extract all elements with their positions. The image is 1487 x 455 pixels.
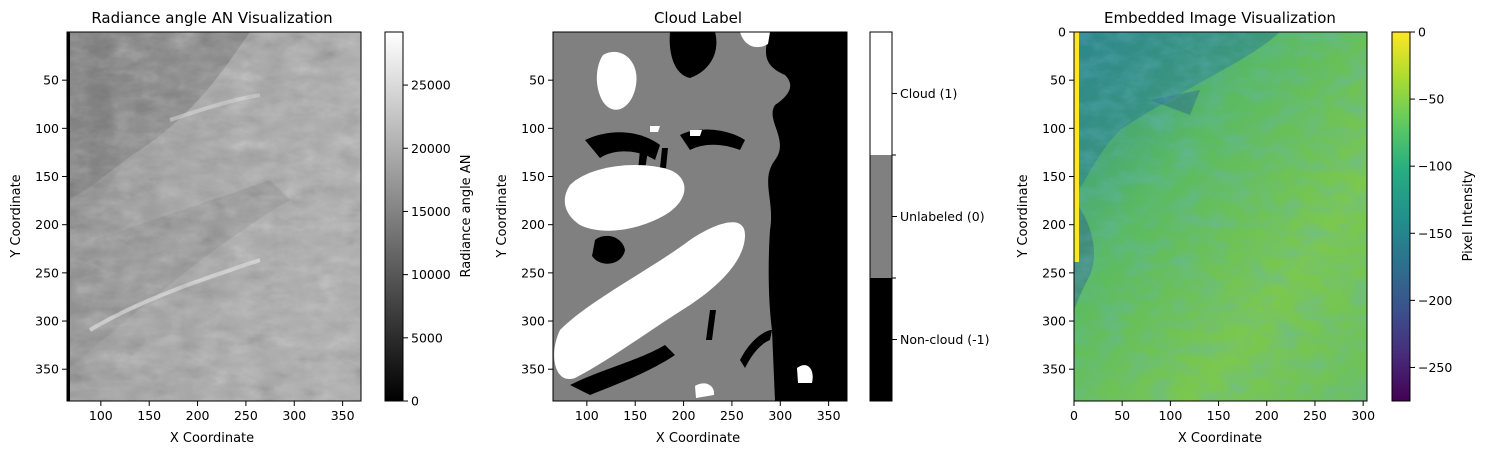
y-axis-label-radiance: Y Coordinate <box>9 174 24 258</box>
y-axis-label-embedded: Y Coordinate <box>1016 174 1031 258</box>
y-axis-label-cloud-label: Y Coordinate <box>495 174 510 258</box>
colorbar-label-embedded: Pixel Intensity <box>1461 170 1476 261</box>
colorbar-tick-label-radiance: 5000 <box>411 330 443 345</box>
chart-title-embedded: Embedded Image Visualization <box>1104 9 1336 27</box>
colorbar-tick-label-radiance: 10000 <box>411 267 451 282</box>
x-ticks-cloud-label: 100 150 200 250 300 350 <box>575 401 841 423</box>
chart-title-cloud-label: Cloud Label <box>654 9 742 27</box>
heatmap-image-radiance <box>67 32 361 401</box>
colorbar-tick-label-embedded: −200 <box>1418 293 1452 308</box>
y-tick-label-cloud-label: 300 <box>521 314 545 329</box>
colorbar-tick-label-radiance: 0 <box>411 394 419 409</box>
colorbar-segment <box>870 32 892 155</box>
x-tick-label-cloud-label: 350 <box>817 408 841 423</box>
x-ticks-radiance: 100 150 200 250 300 350 <box>89 401 355 423</box>
x-tick-label-cloud-label: 300 <box>768 408 792 423</box>
panel-embedded: 0 50 100 150 200 250 300 0 50 100 150 200 250 300 350… <box>1016 9 1476 446</box>
x-tick-label-embedded: 300 <box>1351 408 1375 423</box>
colorbar-tick-label-embedded: −250 <box>1418 360 1452 375</box>
colorbar-embedded: 0 −50 −100 −150 −200 −250 Pixel Intensity <box>1391 25 1476 402</box>
colorbar-tick-label-cloud-label: Unlabeled (0) <box>900 209 985 224</box>
x-tick-label-cloud-label: 200 <box>672 408 696 423</box>
x-tick-label-cloud-label: 250 <box>720 408 744 423</box>
colorbar-label-radiance: Radiance angle AN <box>459 155 474 278</box>
panel-radiance: 100 150 200 250 300 350 50100150200250300350 … <box>9 9 474 446</box>
y-tick-label-embedded: 200 <box>1042 217 1066 232</box>
y-tick-label-cloud-label: 350 <box>521 362 545 377</box>
y-tick-label-radiance: 350 <box>35 362 59 377</box>
colorbar-tick-label-radiance: 15000 <box>411 204 451 219</box>
colorbar-segment <box>870 278 892 401</box>
y-tick-label-embedded: 100 <box>1042 121 1066 136</box>
heatmap-image-embedded <box>1074 32 1367 401</box>
chart-title-radiance: Radiance angle AN Visualization <box>91 9 332 27</box>
colorbar-tick-label-embedded: 0 <box>1418 25 1426 40</box>
x-tick-label-radiance: 100 <box>89 408 113 423</box>
colorbar-radiance: 0 5000 10000 15000 20000 25000 Radiance angle… <box>384 31 474 409</box>
colorbar-tick-label-embedded: −150 <box>1418 226 1452 241</box>
x-tick-label-radiance: 150 <box>137 408 161 423</box>
colorbar-tick-label-cloud-label: Non-cloud (-1) <box>900 332 989 347</box>
x-tick-label-embedded: 150 <box>1207 408 1231 423</box>
y-tick-label-cloud-label: 100 <box>521 121 545 136</box>
y-tick-label-radiance: 250 <box>35 265 59 280</box>
y-tick-label-radiance: 100 <box>35 121 59 136</box>
y-tick-label-embedded: 350 <box>1042 362 1066 377</box>
x-axis-label-radiance: X Coordinate <box>170 431 254 446</box>
x-axis-label-cloud-label: X Coordinate <box>656 431 740 446</box>
y-tick-label-cloud-label: 250 <box>521 265 545 280</box>
x-tick-label-embedded: 50 <box>1114 408 1130 423</box>
y-tick-label-embedded: 50 <box>1050 73 1066 88</box>
y-tick-label-radiance: 150 <box>35 169 59 184</box>
y-tick-label-cloud-label: 50 <box>529 73 545 88</box>
y-ticks-cloud-label: 50 100 150 200 250 300 350 <box>521 73 553 377</box>
y-tick-label-radiance: 50 <box>43 73 59 88</box>
y-tick-label-radiance: 300 <box>35 314 59 329</box>
panel-cloud-label: 100 150 200 250 300 350 50100150200250300350 … <box>495 9 989 446</box>
colorbar-tick-label-embedded: −100 <box>1418 159 1452 174</box>
y-ticks-embedded: 0 50 100 150 200 250 300 350 <box>1042 25 1074 377</box>
colorbar-tick-label-radiance: 25000 <box>411 78 451 93</box>
y-ticks-radiance: 50 100 150 200 250 300 350 <box>35 73 67 377</box>
x-tick-label-radiance: 200 <box>186 408 210 423</box>
y-tick-label-embedded: 150 <box>1042 169 1066 184</box>
colorbar-tick-label-cloud-label: Cloud (1) <box>900 86 957 101</box>
y-tick-label-cloud-label: 200 <box>521 217 545 232</box>
colorbar-segment <box>870 155 892 278</box>
y-tick-label-embedded: 250 <box>1042 265 1066 280</box>
colorbar-cloud-label: Non-cloud (-1) Unlabeled (0) Cloud (1) <box>869 31 989 402</box>
y-tick-label-embedded: 300 <box>1042 314 1066 329</box>
heatmap-image-cloud-label <box>553 32 847 401</box>
y-tick-label-radiance: 200 <box>35 217 59 232</box>
y-tick-label-cloud-label: 150 <box>521 169 545 184</box>
x-tick-label-embedded: 200 <box>1255 408 1279 423</box>
colorbar-tick-label-radiance: 20000 <box>411 141 451 156</box>
x-tick-label-embedded: 250 <box>1303 408 1327 423</box>
x-ticks-embedded: 0 50 100 150 200 250 300 <box>1070 401 1375 423</box>
colorbar-tick-label-embedded: −50 <box>1418 92 1444 107</box>
y-tick-label-embedded: 0 <box>1058 25 1066 40</box>
x-tick-label-radiance: 300 <box>282 408 306 423</box>
x-tick-label-embedded: 0 <box>1070 408 1078 423</box>
x-tick-label-embedded: 100 <box>1158 408 1182 423</box>
x-tick-label-cloud-label: 150 <box>623 408 647 423</box>
x-axis-label-embedded: X Coordinate <box>1178 431 1262 446</box>
colorbar-frame <box>869 31 893 402</box>
x-tick-label-radiance: 350 <box>331 408 355 423</box>
x-tick-label-cloud-label: 100 <box>575 408 599 423</box>
x-tick-label-radiance: 250 <box>234 408 258 423</box>
